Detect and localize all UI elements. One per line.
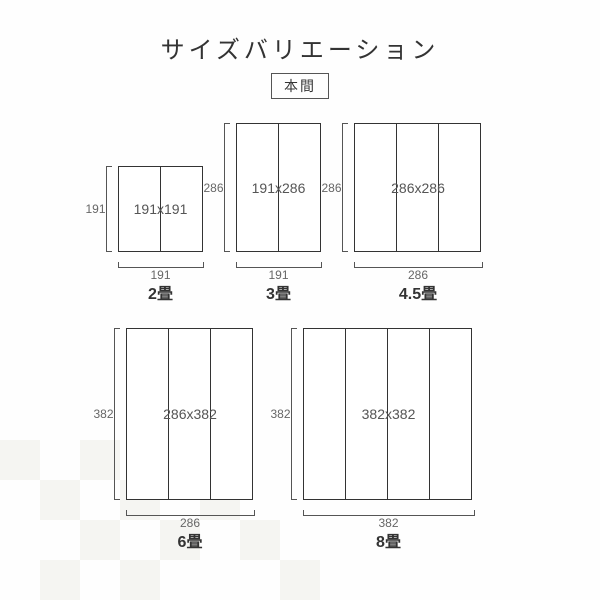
dimension-height: 382: [96, 328, 116, 500]
size-item: 286x382382286 6畳: [126, 328, 255, 552]
size-item: 191x1911911912畳: [118, 166, 204, 304]
dimension-height: 286: [206, 123, 226, 252]
mat-dimensions-label: 286x286: [391, 180, 445, 196]
size-row: 191x1911911912畳191x2862861913畳286x286286…: [0, 123, 600, 304]
mat-panel: [126, 328, 169, 500]
mat-diagram: 286x286286286: [354, 123, 483, 252]
dimension-width: 286: [126, 508, 255, 522]
mat-panel: [354, 123, 397, 252]
dimension-height: 286: [324, 123, 344, 252]
size-grid: 191x1911911912畳191x2862861913畳286x286286…: [0, 123, 600, 552]
mat-diagram: 382x382382382: [303, 328, 475, 500]
content: サイズバリエーション 本間 191x1911911912畳191x2862861…: [0, 0, 600, 552]
mat-dimensions-label: 191x191: [134, 201, 188, 217]
dimension-height-value: 286: [204, 181, 224, 195]
dimension-width-value: 191: [236, 268, 322, 282]
dimension-height: 191: [88, 166, 108, 252]
dimension-width: 191: [118, 260, 204, 274]
dimension-width-value: 382: [303, 516, 475, 530]
mat-diagram: 191x286286191: [236, 123, 322, 252]
dimension-height-value: 286: [322, 181, 342, 195]
mat-panel: [303, 328, 346, 500]
dimension-width: 191: [236, 260, 322, 274]
size-item: 191x286286191 3畳: [236, 123, 322, 304]
mat-dimensions-label: 191x286: [252, 180, 306, 196]
dimension-width-value: 286: [126, 516, 255, 530]
size-label: 8畳: [376, 528, 401, 552]
size-item: 382x3823823828畳: [303, 328, 475, 552]
dimension-width-value: 286: [354, 268, 483, 282]
size-row: 286x3823822866畳382x3823823828畳: [0, 328, 600, 552]
size-label: 6畳: [178, 528, 203, 552]
page-title: サイズバリエーション: [0, 30, 600, 65]
dimension-height: 382: [273, 328, 293, 500]
dimension-height-value: 382: [271, 407, 291, 421]
subtitle-badge: 本間: [271, 73, 329, 99]
dimension-height-value: 191: [86, 202, 106, 216]
dimension-height-value: 382: [94, 407, 114, 421]
size-label: 4.5畳: [399, 280, 437, 304]
size-item: 286x2862862864.5畳: [354, 123, 483, 304]
mat-dimensions-label: 382x382: [362, 406, 416, 422]
size-label: 2畳: [148, 280, 173, 304]
mat-panel: [429, 328, 472, 500]
dimension-width: 286: [354, 260, 483, 274]
dimension-width-value: 191: [118, 268, 204, 282]
mat-dimensions-label: 286x382: [163, 406, 217, 422]
size-label: 3畳: [266, 280, 291, 304]
dimension-width: 382: [303, 508, 475, 522]
mat-diagram: 286x382382286: [126, 328, 255, 500]
mat-diagram: 191x191191191: [118, 166, 204, 252]
